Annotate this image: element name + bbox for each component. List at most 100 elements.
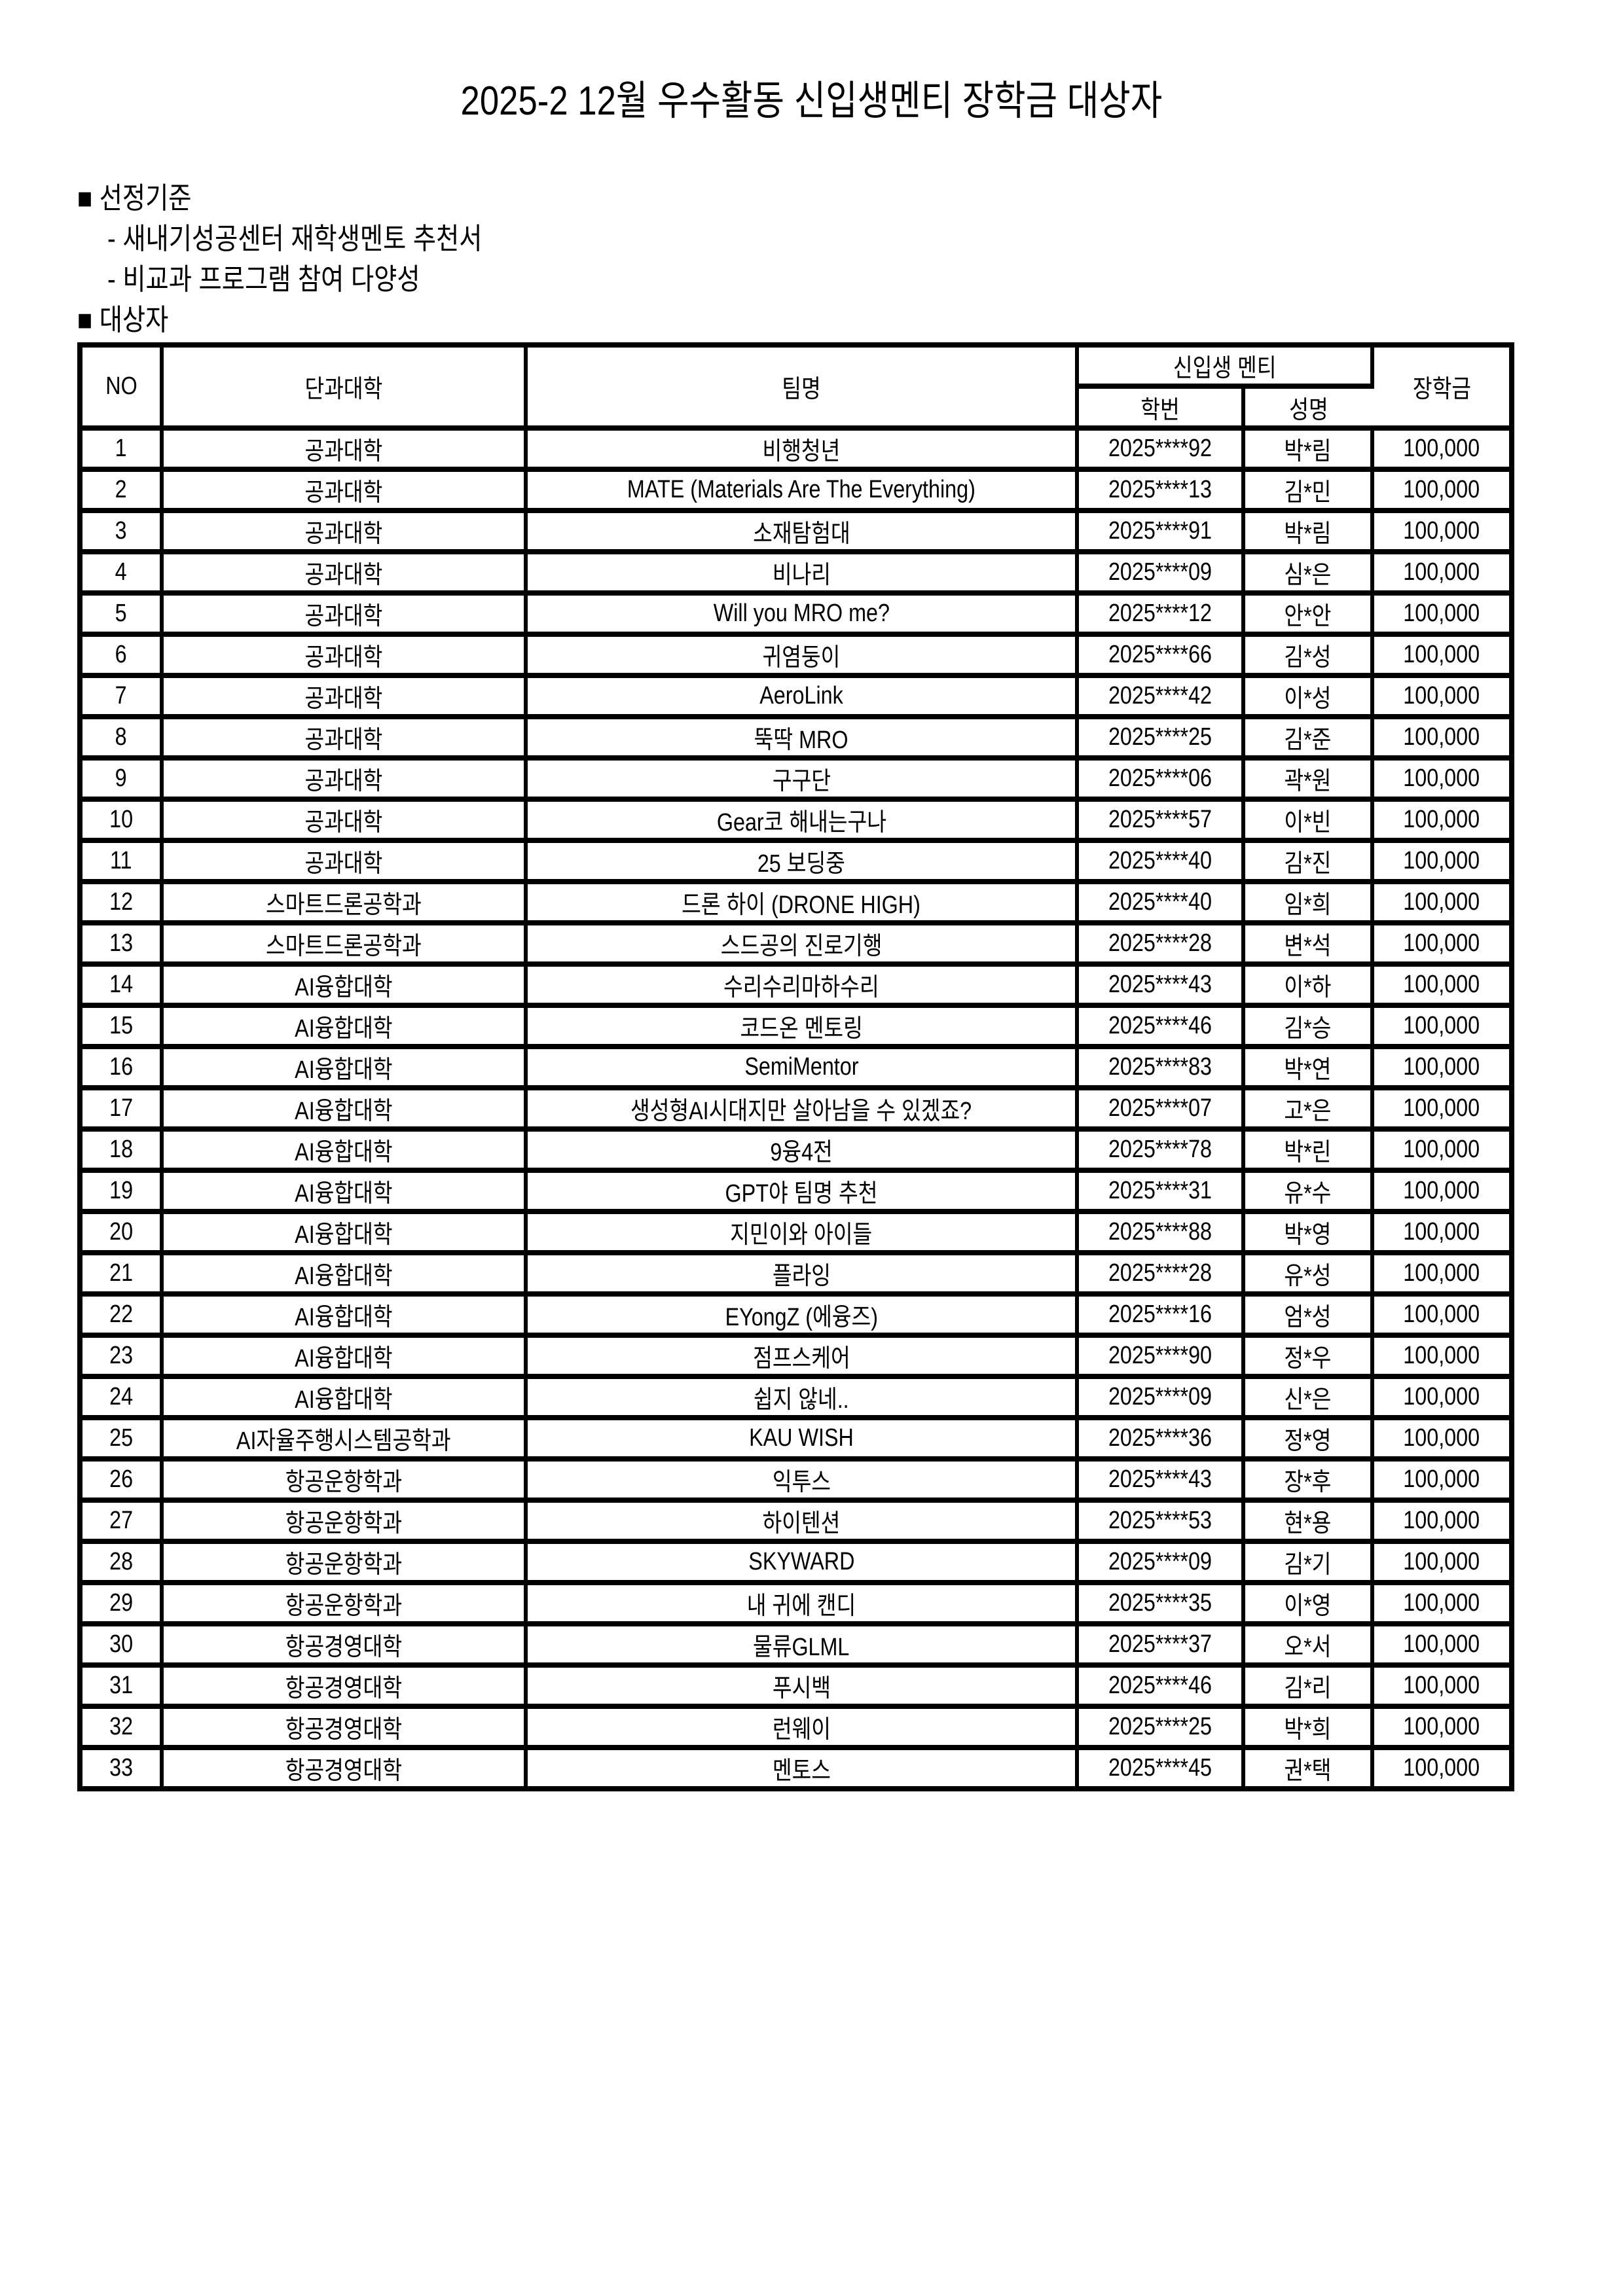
cell-no: 30 [80,1624,164,1668]
table-row: 4 공과대학 비나리 2025****09 심*은 100,000 [80,552,1512,596]
cell-no: 6 [80,634,164,678]
cell-student-id: 2025****83 [1077,1047,1245,1090]
cell-student-id: 2025****07 [1077,1088,1245,1132]
table-row: 5 공과대학 Will you MRO me? 2025****12 안*안 1… [80,593,1512,637]
cell-name: 김*리 [1243,1665,1375,1709]
cell-name: 현*용 [1243,1500,1375,1544]
cell-amount: 100,000 [1372,1541,1512,1585]
cell-amount: 100,000 [1372,469,1512,513]
cell-team: 멘토스 [526,1748,1079,1791]
cell-no: 4 [80,552,164,596]
cell-student-id: 2025****35 [1077,1583,1245,1626]
header-team: 팀명 [526,345,1079,431]
table-row: 21 AI융합대학 플라잉 2025****28 유*성 100,000 [80,1253,1512,1297]
cell-amount: 100,000 [1372,840,1512,884]
cell-team: AeroLink [526,675,1079,719]
cell-team: MATE (Materials Are The Everything) [526,469,1079,513]
cell-no: 16 [80,1047,164,1090]
cell-no: 17 [80,1088,164,1132]
table-row: 28 항공운항학과 SKYWARD 2025****09 김*기 100,000 [80,1541,1512,1585]
cell-name: 안*안 [1243,593,1375,637]
table-row: 24 AI융합대학 쉽지 않네.. 2025****09 신*은 100,000 [80,1376,1512,1420]
cell-amount: 100,000 [1372,1170,1512,1214]
cell-name: 임*희 [1243,882,1375,925]
page-title-text: 2025-2 12월 우수활동 신입생멘티 장학금 대상자 [460,79,1163,124]
cell-student-id: 2025****42 [1077,675,1245,719]
cell-college: 항공경영대학 [162,1665,528,1709]
cell-name: 변*석 [1243,923,1375,967]
cell-amount: 100,000 [1372,758,1512,802]
cell-college: 스마트드론공학과 [162,923,528,967]
cell-student-id: 2025****37 [1077,1624,1245,1668]
header-no: NO [80,345,164,431]
cell-college: AI융합대학 [162,1294,528,1338]
cell-team: 코드온 멘토링 [526,1005,1079,1049]
cell-name: 김*성 [1243,634,1375,678]
table-row: 12 스마트드론공학과 드론 하이 (DRONE HIGH) 2025****4… [80,882,1512,925]
cell-team: 구구단 [526,758,1079,802]
cell-amount: 100,000 [1372,1706,1512,1750]
cell-name: 고*은 [1243,1088,1375,1132]
table-row: 33 항공경영대학 멘토스 2025****45 권*택 100,000 [80,1748,1512,1791]
cell-name: 이*빈 [1243,799,1375,843]
cell-college: 항공운항학과 [162,1541,528,1585]
table-row: 11 공과대학 25 보딩중 2025****40 김*진 100,000 [80,840,1512,884]
cell-student-id: 2025****53 [1077,1500,1245,1544]
cell-name: 김*진 [1243,840,1375,884]
cell-student-id: 2025****25 [1077,717,1245,761]
table-row: 20 AI융합대학 지민이와 아이들 2025****88 박*영 100,00… [80,1211,1512,1255]
table-row: 23 AI융합대학 점프스케어 2025****90 정*우 100,000 [80,1335,1512,1379]
cell-no: 11 [80,840,164,884]
cell-college: 공과대학 [162,428,528,472]
cell-team: 지민이와 아이들 [526,1211,1079,1255]
cell-team: 푸시백 [526,1665,1079,1709]
cell-amount: 100,000 [1372,552,1512,596]
cell-college: AI융합대학 [162,1376,528,1420]
cell-student-id: 2025****31 [1077,1170,1245,1214]
cell-no: 24 [80,1376,164,1420]
table-row: 17 AI융합대학 생성형AI시대지만 살아남을 수 있겠죠? 2025****… [80,1088,1512,1132]
cell-amount: 100,000 [1372,1088,1512,1132]
cell-amount: 100,000 [1372,1583,1512,1626]
cell-team: Gear코 해내는구나 [526,799,1079,843]
cell-no: 21 [80,1253,164,1297]
cell-college: 스마트드론공학과 [162,882,528,925]
table-body: 1 공과대학 비행청년 2025****92 박*림 100,000 2 공과대… [80,428,1512,1791]
cell-no: 7 [80,675,164,719]
criteria-section: ■ 선정기준 - 새내기성공센터 재학생멘토 추천서 - 비교과 프로그램 참여… [77,178,549,340]
cell-college: 공과대학 [162,717,528,761]
cell-no: 20 [80,1211,164,1255]
cell-team: 생성형AI시대지만 살아남을 수 있겠죠? [526,1088,1079,1132]
cell-college: 공과대학 [162,511,528,554]
cell-name: 박*희 [1243,1706,1375,1750]
cell-college: 공과대학 [162,593,528,637]
cell-name: 이*성 [1243,675,1375,719]
cell-name: 김*민 [1243,469,1375,513]
cell-amount: 100,000 [1372,882,1512,925]
cell-team: 점프스케어 [526,1335,1079,1379]
cell-student-id: 2025****09 [1077,1541,1245,1585]
cell-name: 김*기 [1243,1541,1375,1585]
table-row: 25 AI자율주행시스템공학과 KAU WISH 2025****36 정*영 … [80,1418,1512,1462]
cell-no: 31 [80,1665,164,1709]
cell-amount: 100,000 [1372,1211,1512,1255]
cell-amount: 100,000 [1372,634,1512,678]
cell-no: 23 [80,1335,164,1379]
cell-team: 런웨이 [526,1706,1079,1750]
table-row: 30 항공경영대학 물류GLML 2025****37 오*서 100,000 [80,1624,1512,1668]
cell-college: AI융합대학 [162,1047,528,1090]
cell-amount: 100,000 [1372,1500,1512,1544]
cell-amount: 100,000 [1372,1294,1512,1338]
cell-student-id: 2025****46 [1077,1005,1245,1049]
cell-team: 수리수리마하수리 [526,964,1079,1008]
cell-college: AI자율주행시스템공학과 [162,1418,528,1462]
table-row: 3 공과대학 소재탐험대 2025****91 박*림 100,000 [80,511,1512,554]
cell-team: 물류GLML [526,1624,1079,1668]
table-row: 7 공과대학 AeroLink 2025****42 이*성 100,000 [80,675,1512,719]
cell-college: AI융합대학 [162,1253,528,1297]
cell-student-id: 2025****12 [1077,593,1245,637]
cell-amount: 100,000 [1372,1376,1512,1420]
cell-no: 1 [80,428,164,472]
cell-college: 공과대학 [162,469,528,513]
cell-student-id: 2025****28 [1077,923,1245,967]
